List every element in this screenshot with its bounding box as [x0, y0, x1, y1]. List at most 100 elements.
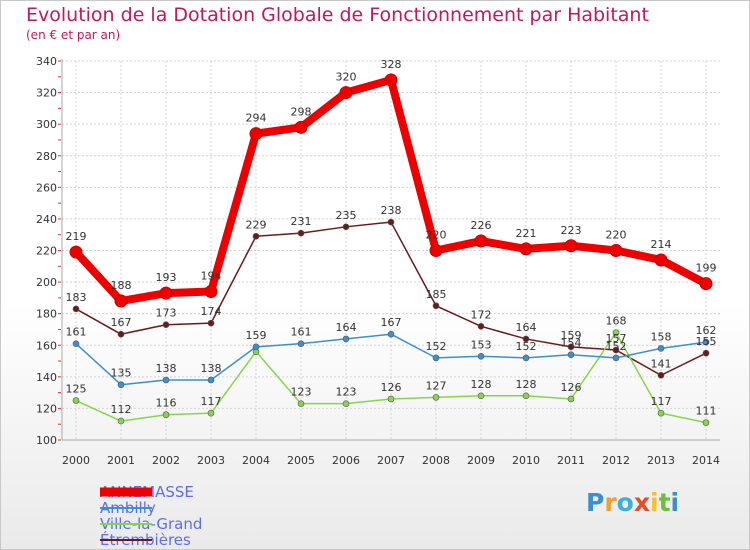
y-tick-label: 180: [36, 308, 57, 321]
point-ville-la-grand: [567, 395, 575, 403]
point-ambilly: [612, 354, 620, 362]
value-label-etrembieres: 235: [336, 209, 357, 222]
y-tick-label: 120: [36, 402, 57, 415]
value-label-ambilly: 138: [201, 362, 222, 375]
point-annemasse: [519, 242, 533, 256]
point-etrembieres: [702, 349, 710, 357]
value-label-ambilly: 161: [66, 326, 87, 339]
point-ambilly: [432, 354, 440, 362]
y-tick-label: 260: [36, 181, 57, 194]
legend-item-etrembieres: Étrembières: [100, 532, 202, 548]
point-etrembieres: [342, 223, 350, 231]
value-label-ambilly: 153: [471, 338, 492, 351]
legend-swatch-annemasse: [100, 487, 152, 497]
y-tick-label: 280: [36, 150, 57, 163]
x-tick-label: 2008: [422, 454, 450, 467]
legend-swatch-etrembieres: [100, 539, 152, 541]
legend-item-ambilly: Ambilly: [100, 500, 202, 516]
point-ville-la-grand: [702, 419, 710, 426]
x-tick-label: 2011: [557, 454, 585, 467]
value-label-ambilly: 154: [561, 337, 582, 350]
legend: ANNEMASSE Ambilly Ville-la-Grand Étrembi…: [100, 484, 202, 548]
legend-swatch-ambilly: [100, 507, 152, 509]
value-label-etrembieres: 164: [516, 321, 537, 334]
x-tick-label: 2014: [692, 454, 720, 467]
x-tick-label: 2003: [197, 454, 225, 467]
point-annemasse: [204, 285, 218, 299]
point-annemasse: [294, 120, 308, 134]
point-etrembieres: [387, 218, 395, 226]
value-label-ambilly: 167: [381, 316, 402, 329]
x-tick-label: 2006: [332, 454, 360, 467]
point-annemasse: [699, 277, 713, 291]
point-annemasse: [429, 244, 443, 257]
legend-item-ville-la-grand: Ville-la-Grand: [100, 516, 202, 532]
value-label-ville-la-grand: 127: [426, 379, 447, 392]
y-tick-label: 240: [36, 213, 57, 226]
value-label-etrembieres: 157: [606, 332, 627, 345]
y-tick-label: 320: [36, 87, 57, 100]
value-label-annemasse: 223: [561, 224, 582, 237]
point-ambilly: [477, 353, 485, 360]
point-annemasse: [69, 245, 83, 259]
value-label-etrembieres: 174: [201, 305, 222, 318]
value-label-ville-la-grand: 128: [516, 378, 537, 391]
value-label-ville-la-grand: 128: [471, 378, 492, 391]
value-label-annemasse: 294: [246, 112, 267, 125]
point-ambilly: [207, 376, 215, 384]
value-label-ville-la-grand: 123: [336, 386, 357, 399]
value-label-ville-la-grand: 117: [201, 395, 222, 408]
point-etrembieres: [432, 302, 440, 310]
value-label-etrembieres: 167: [111, 316, 132, 329]
value-label-etrembieres: 185: [426, 288, 447, 301]
point-etrembieres: [657, 371, 665, 379]
value-label-ambilly: 152: [516, 340, 537, 353]
value-label-ambilly: 161: [291, 326, 312, 339]
point-ville-la-grand: [657, 409, 665, 417]
y-tick-label: 300: [36, 118, 57, 131]
value-label-etrembieres: 238: [381, 204, 402, 217]
value-label-annemasse: 194: [201, 270, 222, 283]
point-ville-la-grand: [612, 329, 620, 336]
value-label-etrembieres: 183: [66, 291, 87, 304]
y-tick-label: 140: [36, 371, 57, 384]
value-label-etrembieres: 172: [471, 308, 492, 321]
value-label-etrembieres: 159: [561, 329, 582, 342]
point-etrembieres: [117, 330, 125, 338]
point-ville-la-grand: [207, 409, 215, 417]
proxiti-logo: Proxiti: [586, 488, 680, 517]
point-annemasse: [249, 127, 263, 141]
point-ville-la-grand: [117, 417, 125, 425]
value-label-ambilly: 164: [336, 321, 357, 334]
value-label-annemasse: 221: [516, 227, 537, 240]
value-label-etrembieres: 173: [156, 307, 177, 320]
value-label-ambilly: 135: [111, 367, 132, 380]
value-label-ville-la-grand: 116: [156, 397, 177, 410]
point-annemasse: [474, 234, 488, 248]
value-label-annemasse: 193: [156, 271, 177, 284]
value-label-ambilly: 158: [651, 330, 672, 343]
x-tick-label: 2001: [107, 454, 135, 467]
point-annemasse: [654, 253, 668, 267]
value-label-ville-la-grand: 117: [651, 395, 672, 408]
value-label-ville-la-grand: 168: [606, 315, 627, 328]
point-etrembieres: [297, 229, 305, 237]
value-label-etrembieres: 155: [696, 335, 717, 348]
point-ambilly: [117, 381, 125, 389]
x-tick-label: 2007: [377, 454, 405, 467]
value-label-ville-la-grand: 126: [561, 381, 582, 394]
value-label-annemasse: 199: [696, 262, 717, 275]
point-annemasse: [339, 86, 353, 100]
value-label-annemasse: 219: [66, 230, 87, 243]
point-etrembieres: [612, 346, 620, 354]
point-annemasse: [609, 244, 623, 257]
x-tick-label: 2010: [512, 454, 540, 467]
point-ville-la-grand: [522, 392, 530, 400]
legend-item-annemasse: ANNEMASSE: [100, 484, 202, 500]
value-label-annemasse: 220: [606, 229, 627, 242]
value-label-annemasse: 328: [381, 58, 402, 71]
value-label-ambilly: 159: [246, 329, 267, 342]
point-ambilly: [252, 343, 260, 351]
point-ambilly: [567, 351, 575, 359]
